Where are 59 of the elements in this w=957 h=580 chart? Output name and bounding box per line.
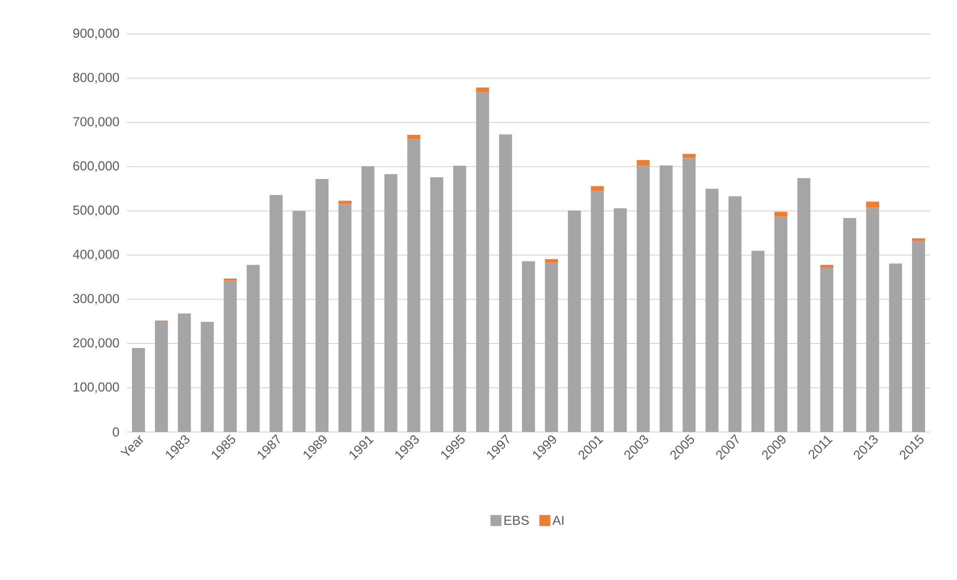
bar [499, 134, 512, 432]
bar [912, 238, 926, 241]
bar [544, 259, 558, 263]
bar [224, 280, 237, 432]
bar [476, 92, 490, 432]
bar [751, 250, 764, 432]
y-tick-label: 0 [112, 427, 119, 437]
y-tick-label: 600,000 [73, 161, 119, 172]
y-tick-label: 500,000 [73, 206, 119, 216]
bar [706, 188, 719, 432]
bar [636, 166, 650, 432]
bar [407, 139, 420, 432]
bar [316, 179, 329, 432]
bar [774, 212, 788, 217]
bar [682, 158, 696, 432]
bar [912, 240, 926, 432]
bar [614, 208, 627, 432]
bar [866, 208, 880, 432]
bar [246, 264, 260, 432]
bar [338, 200, 352, 204]
bar [453, 166, 466, 432]
bar [132, 348, 145, 432]
y-tick-label: 900,000 [73, 28, 119, 40]
bar [178, 313, 191, 432]
bar [476, 88, 490, 92]
y-tick-label: 200,000 [73, 338, 119, 349]
bar [338, 204, 352, 432]
bar [292, 210, 306, 432]
legend-label: EBS [504, 516, 529, 525]
bar [774, 216, 788, 432]
bar [544, 262, 558, 432]
bar [866, 202, 880, 208]
bar [590, 186, 604, 191]
bar [361, 166, 374, 432]
bar [843, 218, 856, 432]
bar [820, 264, 834, 268]
bar [568, 210, 581, 432]
bar [200, 322, 214, 432]
bar [407, 134, 420, 140]
bar [797, 178, 810, 432]
bar [154, 321, 168, 432]
x-tick-label: Year [120, 435, 144, 456]
bar [590, 190, 604, 432]
bar [728, 196, 742, 432]
bar [522, 261, 536, 432]
y-tick-label: 800,000 [73, 72, 119, 84]
bar [270, 194, 283, 432]
bar [636, 160, 650, 166]
bar [820, 267, 834, 432]
bar [660, 165, 673, 432]
bar [430, 177, 444, 432]
bar [682, 154, 696, 158]
bar [889, 264, 902, 432]
y-tick-label: 300,000 [73, 294, 119, 305]
y-tick-label: 700,000 [73, 117, 119, 128]
legend-label: AI [552, 516, 564, 525]
y-tick-label: 100,000 [74, 382, 119, 394]
bar [384, 174, 398, 432]
y-tick-label: 400,000 [72, 250, 119, 260]
